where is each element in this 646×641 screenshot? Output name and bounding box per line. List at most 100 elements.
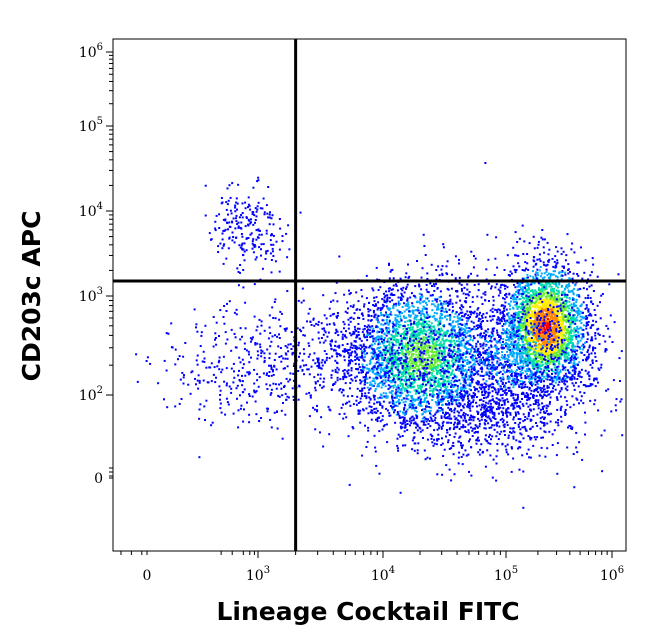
event-dot	[440, 307, 442, 310]
event-dot	[541, 229, 544, 231]
event-dot	[556, 276, 559, 279]
event-dot	[415, 357, 418, 360]
event-dot	[414, 409, 417, 412]
event-dot	[414, 361, 416, 364]
event-dot	[460, 339, 463, 342]
event-dot	[401, 294, 403, 297]
event-dot	[381, 306, 384, 309]
event-dot	[543, 348, 546, 351]
event-dot	[538, 287, 540, 290]
event-dot	[460, 416, 463, 419]
event-dot	[534, 263, 537, 266]
event-dot	[389, 270, 392, 273]
event-dot	[423, 418, 426, 421]
event-dot	[450, 335, 453, 338]
event-dot	[471, 359, 474, 362]
event-dot	[445, 333, 448, 336]
event-dot	[561, 308, 564, 311]
event-dot	[515, 347, 518, 349]
event-dot	[565, 314, 568, 317]
event-dot	[430, 406, 433, 409]
event-dot	[349, 346, 352, 349]
event-dot	[475, 401, 478, 404]
event-dot	[562, 290, 565, 293]
event-dot	[404, 423, 407, 426]
event-dot	[396, 444, 399, 447]
event-dot	[534, 319, 537, 322]
event-dot	[450, 343, 453, 346]
event-dot	[419, 395, 422, 398]
event-dot	[555, 292, 558, 295]
event-dot	[454, 390, 457, 393]
event-dot	[489, 350, 492, 353]
event-dot	[576, 325, 579, 328]
event-dot	[489, 367, 492, 370]
event-dot	[357, 371, 360, 374]
event-dot	[575, 298, 578, 301]
event-dot	[524, 304, 527, 307]
event-dot	[564, 259, 567, 262]
event-dot	[592, 263, 595, 266]
event-dot	[373, 396, 376, 399]
event-dot	[388, 332, 390, 335]
event-dot	[473, 362, 475, 365]
event-dot	[568, 307, 571, 310]
event-dot	[405, 316, 408, 319]
event-dot	[510, 327, 513, 330]
event-dot	[479, 343, 482, 346]
event-dot	[554, 296, 556, 298]
event-dot	[402, 384, 405, 387]
event-dot	[335, 352, 338, 355]
event-dot	[447, 377, 450, 380]
event-dot	[450, 355, 453, 358]
event-dot	[570, 338, 573, 341]
event-dot	[348, 483, 351, 486]
event-dot	[430, 263, 433, 266]
event-dot	[474, 328, 477, 331]
event-dot	[464, 387, 467, 390]
event-dot	[544, 320, 547, 323]
event-dot	[577, 327, 580, 330]
event-dot	[543, 347, 546, 350]
event-dot	[437, 355, 440, 358]
event-dot	[427, 378, 430, 381]
event-dot	[424, 353, 427, 356]
event-dot	[384, 379, 387, 382]
event-dot	[402, 338, 405, 340]
event-dot	[596, 304, 599, 307]
event-dot	[374, 446, 377, 449]
event-dot	[421, 308, 424, 311]
event-dot	[422, 321, 425, 323]
event-dot	[536, 274, 539, 277]
event-dot	[420, 356, 423, 359]
event-dot	[419, 384, 421, 387]
event-dot	[425, 350, 428, 353]
event-dot	[396, 315, 399, 318]
event-dot	[403, 335, 406, 338]
event-dot	[459, 340, 462, 343]
event-dot	[361, 314, 364, 317]
event-dot	[356, 395, 359, 398]
event-dot	[580, 351, 583, 354]
event-dot	[496, 366, 499, 369]
event-dot	[475, 396, 478, 398]
event-dot	[380, 307, 383, 310]
event-dot	[418, 301, 421, 304]
event-dot	[431, 285, 433, 287]
event-dot	[414, 314, 417, 317]
event-dot	[434, 297, 437, 300]
event-dot	[407, 394, 410, 397]
event-dot	[436, 298, 439, 301]
event-dot	[349, 404, 352, 407]
event-dot	[468, 362, 470, 365]
event-dot	[562, 322, 564, 325]
event-dot	[532, 366, 535, 369]
event-dot	[336, 314, 339, 317]
event-dot	[537, 340, 540, 342]
event-dot	[570, 319, 573, 321]
event-dot	[555, 341, 558, 344]
event-dot	[382, 368, 385, 371]
event-dot	[379, 420, 382, 423]
event-dot	[447, 400, 449, 402]
event-dot	[515, 300, 518, 303]
